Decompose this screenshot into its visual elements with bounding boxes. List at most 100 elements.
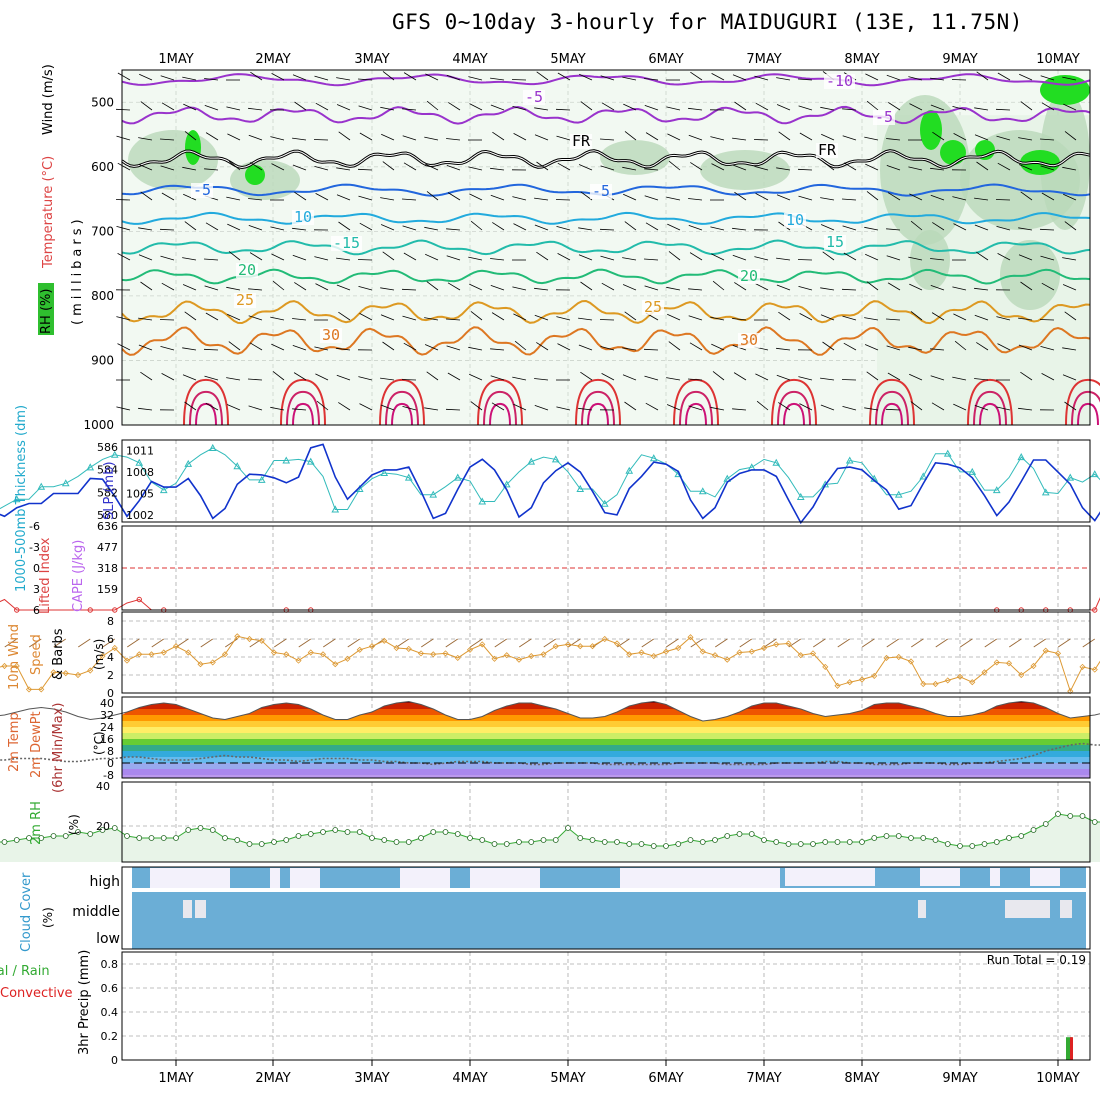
wind10m-barb [641,638,654,648]
wind-barb [1019,73,1033,81]
wind10m-barb [519,638,532,648]
wind10m-point [172,643,180,650]
rh2m-point [26,835,32,841]
wind-barb [226,377,241,381]
wind-barb [799,403,813,411]
panel-frames [121,69,1091,1061]
wind-barb [1020,191,1033,201]
tick-label-precip: 0 [111,1054,118,1067]
wind-barb [580,281,593,291]
wind10m-barb [396,638,409,648]
tick-label-wind: 6 [107,633,114,646]
wind10m-speed-line [0,635,1100,693]
day-label-bottom: 8MAY [844,1071,879,1086]
wind-barb [138,227,153,231]
day-label-top: 6MAY [648,52,683,67]
wind-barb [490,167,505,171]
rh2m-point [479,837,486,843]
wind-barb [866,191,879,201]
wind-barb [401,379,417,381]
wind-barb [885,408,901,411]
wind-barb [711,343,725,351]
contour-label: -5 [875,108,893,126]
wind-barb [292,74,307,81]
wind-barb [578,227,593,231]
thickness-point [992,486,1001,494]
day-label-bottom: 9MAY [942,1071,977,1086]
wind-barb [536,161,549,171]
wind-barb [511,79,527,81]
wind10m-point [785,640,792,647]
wind-barb [822,161,835,171]
wind-barb [336,374,351,381]
thickness-point [404,473,413,481]
cloud-level-label: high [89,874,120,890]
wind-barb [1062,76,1077,81]
wind-barb [1064,131,1077,141]
tick-label-pressure: 1000 [83,418,114,432]
rh2m-point [38,835,45,841]
wind10m-point [1079,663,1086,670]
wind-barb [599,138,615,141]
tick-label-lifted: 6 [33,604,40,617]
wind-barb [666,286,681,291]
wind-barb [776,257,791,261]
wind-barb [115,108,131,111]
wind-barb [1018,254,1033,261]
wind-barb [401,288,417,291]
rh2m-area [0,814,1100,862]
wind-barb [338,131,351,141]
ylabel-precip-convective: Convective [0,986,73,1001]
rh2m-point [246,841,253,847]
rh2m-point [577,835,584,841]
rh2m-point [491,841,498,847]
day-label-top: 5MAY [550,52,585,67]
thickness-point [943,449,952,457]
rh2m-point [981,841,988,847]
wind-barb [514,340,527,351]
wind-barb [1040,255,1055,261]
wind-barb [864,344,879,351]
wind10m-barb [78,638,91,648]
wind-barb [534,134,549,141]
thickness-slp-panel [0,443,1100,525]
wind-barb [138,344,153,351]
wind-barb [359,222,373,231]
wind-barb [930,375,945,381]
hot-contour [189,390,223,426]
contour-label: 30 [740,331,758,349]
tick-label-lifted: -3 [29,541,40,554]
contour-label-bg [570,134,592,149]
wind-barb [1041,192,1055,201]
wind10m-barb [1058,638,1071,648]
wind-barb [468,346,483,351]
wind10m-point [160,649,167,656]
wind-barb [930,104,945,111]
rh2m-point [589,837,596,843]
wind-barb [382,251,395,261]
wind10m-barb [543,638,556,648]
contour-label-bg [642,300,664,315]
wind10m-point [907,658,915,665]
wind10m-point [442,650,449,657]
tick-label-wind: 2 [107,669,114,682]
wind10m-barb [4,638,17,648]
wind10m-point [638,649,645,656]
wind10m-point [99,653,106,660]
wind-barb [336,257,351,261]
wind-barb [995,108,1011,111]
contour-label: -10 [826,72,853,90]
wind10m-point [356,646,363,653]
temp-band [122,715,1090,721]
contour-label-bg [873,110,895,125]
rh2m-point [75,829,81,835]
day-label-bottom: 4MAY [452,1071,487,1086]
thickness-point [698,487,707,495]
wind-barb [313,139,329,141]
wind-barb [402,315,417,321]
wind-barb [160,165,175,171]
wind-barb [446,255,461,261]
cloud-high-gap [990,868,1000,886]
wind-barb [842,406,857,411]
contour-label: -15 [333,234,360,252]
